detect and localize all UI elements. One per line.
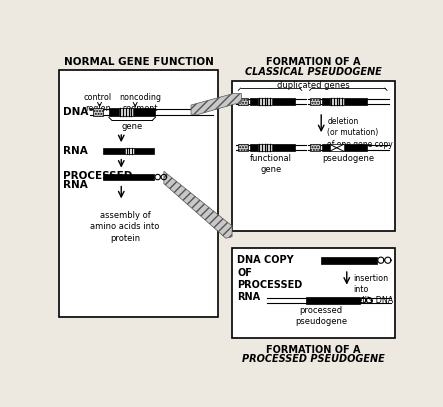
Bar [311, 144, 320, 151]
Bar [322, 98, 367, 105]
Bar [330, 144, 344, 151]
Text: assembly of
amino acids into
protein: assembly of amino acids into protein [90, 210, 160, 243]
Bar [238, 144, 248, 151]
Text: RNA: RNA [63, 146, 88, 156]
Bar [59, 70, 218, 317]
Bar [125, 148, 134, 153]
Bar [250, 98, 295, 105]
Text: duplicated genes: duplicated genes [277, 81, 350, 90]
Text: deletion
(or mutation)
of one gene copy: deletion (or mutation) of one gene copy [327, 117, 393, 149]
Bar [321, 257, 377, 264]
Bar [250, 144, 295, 151]
Bar [258, 144, 272, 151]
Bar [232, 247, 395, 338]
Bar [311, 98, 320, 105]
Text: NORMAL GENE FUNCTION: NORMAL GENE FUNCTION [64, 57, 214, 67]
Text: PROCESSED PSEUDOGENE: PROCESSED PSEUDOGENE [242, 354, 385, 364]
Polygon shape [191, 94, 241, 114]
Bar [322, 144, 367, 151]
Text: RNA: RNA [63, 180, 88, 190]
Bar [93, 108, 103, 116]
Polygon shape [164, 171, 232, 238]
Bar [103, 174, 154, 180]
Text: insertion
into
cell's DNA: insertion into cell's DNA [353, 274, 393, 305]
Text: CLASSICAL PSEUDOGENE: CLASSICAL PSEUDOGENE [245, 67, 382, 77]
Bar [103, 148, 154, 153]
Bar [238, 98, 248, 105]
Text: noncoding
segment: noncoding segment [120, 93, 162, 113]
Bar [306, 297, 360, 304]
Text: pseudogene: pseudogene [322, 154, 374, 163]
Bar [109, 108, 155, 116]
Bar [258, 98, 272, 105]
Text: processed
pseudogene: processed pseudogene [295, 306, 347, 326]
Text: PROCESSED: PROCESSED [63, 171, 132, 181]
Text: DNA: DNA [63, 107, 89, 117]
Text: DNA COPY
OF
PROCESSED
RNA: DNA COPY OF PROCESSED RNA [237, 255, 303, 302]
Text: functional
gene: functional gene [250, 154, 292, 175]
Text: gene: gene [121, 122, 143, 131]
Bar [330, 98, 344, 105]
Text: FORMATION OF A: FORMATION OF A [266, 344, 361, 354]
Bar [119, 108, 133, 116]
Bar [232, 81, 395, 231]
Text: control
region: control region [84, 93, 112, 113]
Text: FORMATION OF A: FORMATION OF A [266, 57, 361, 67]
